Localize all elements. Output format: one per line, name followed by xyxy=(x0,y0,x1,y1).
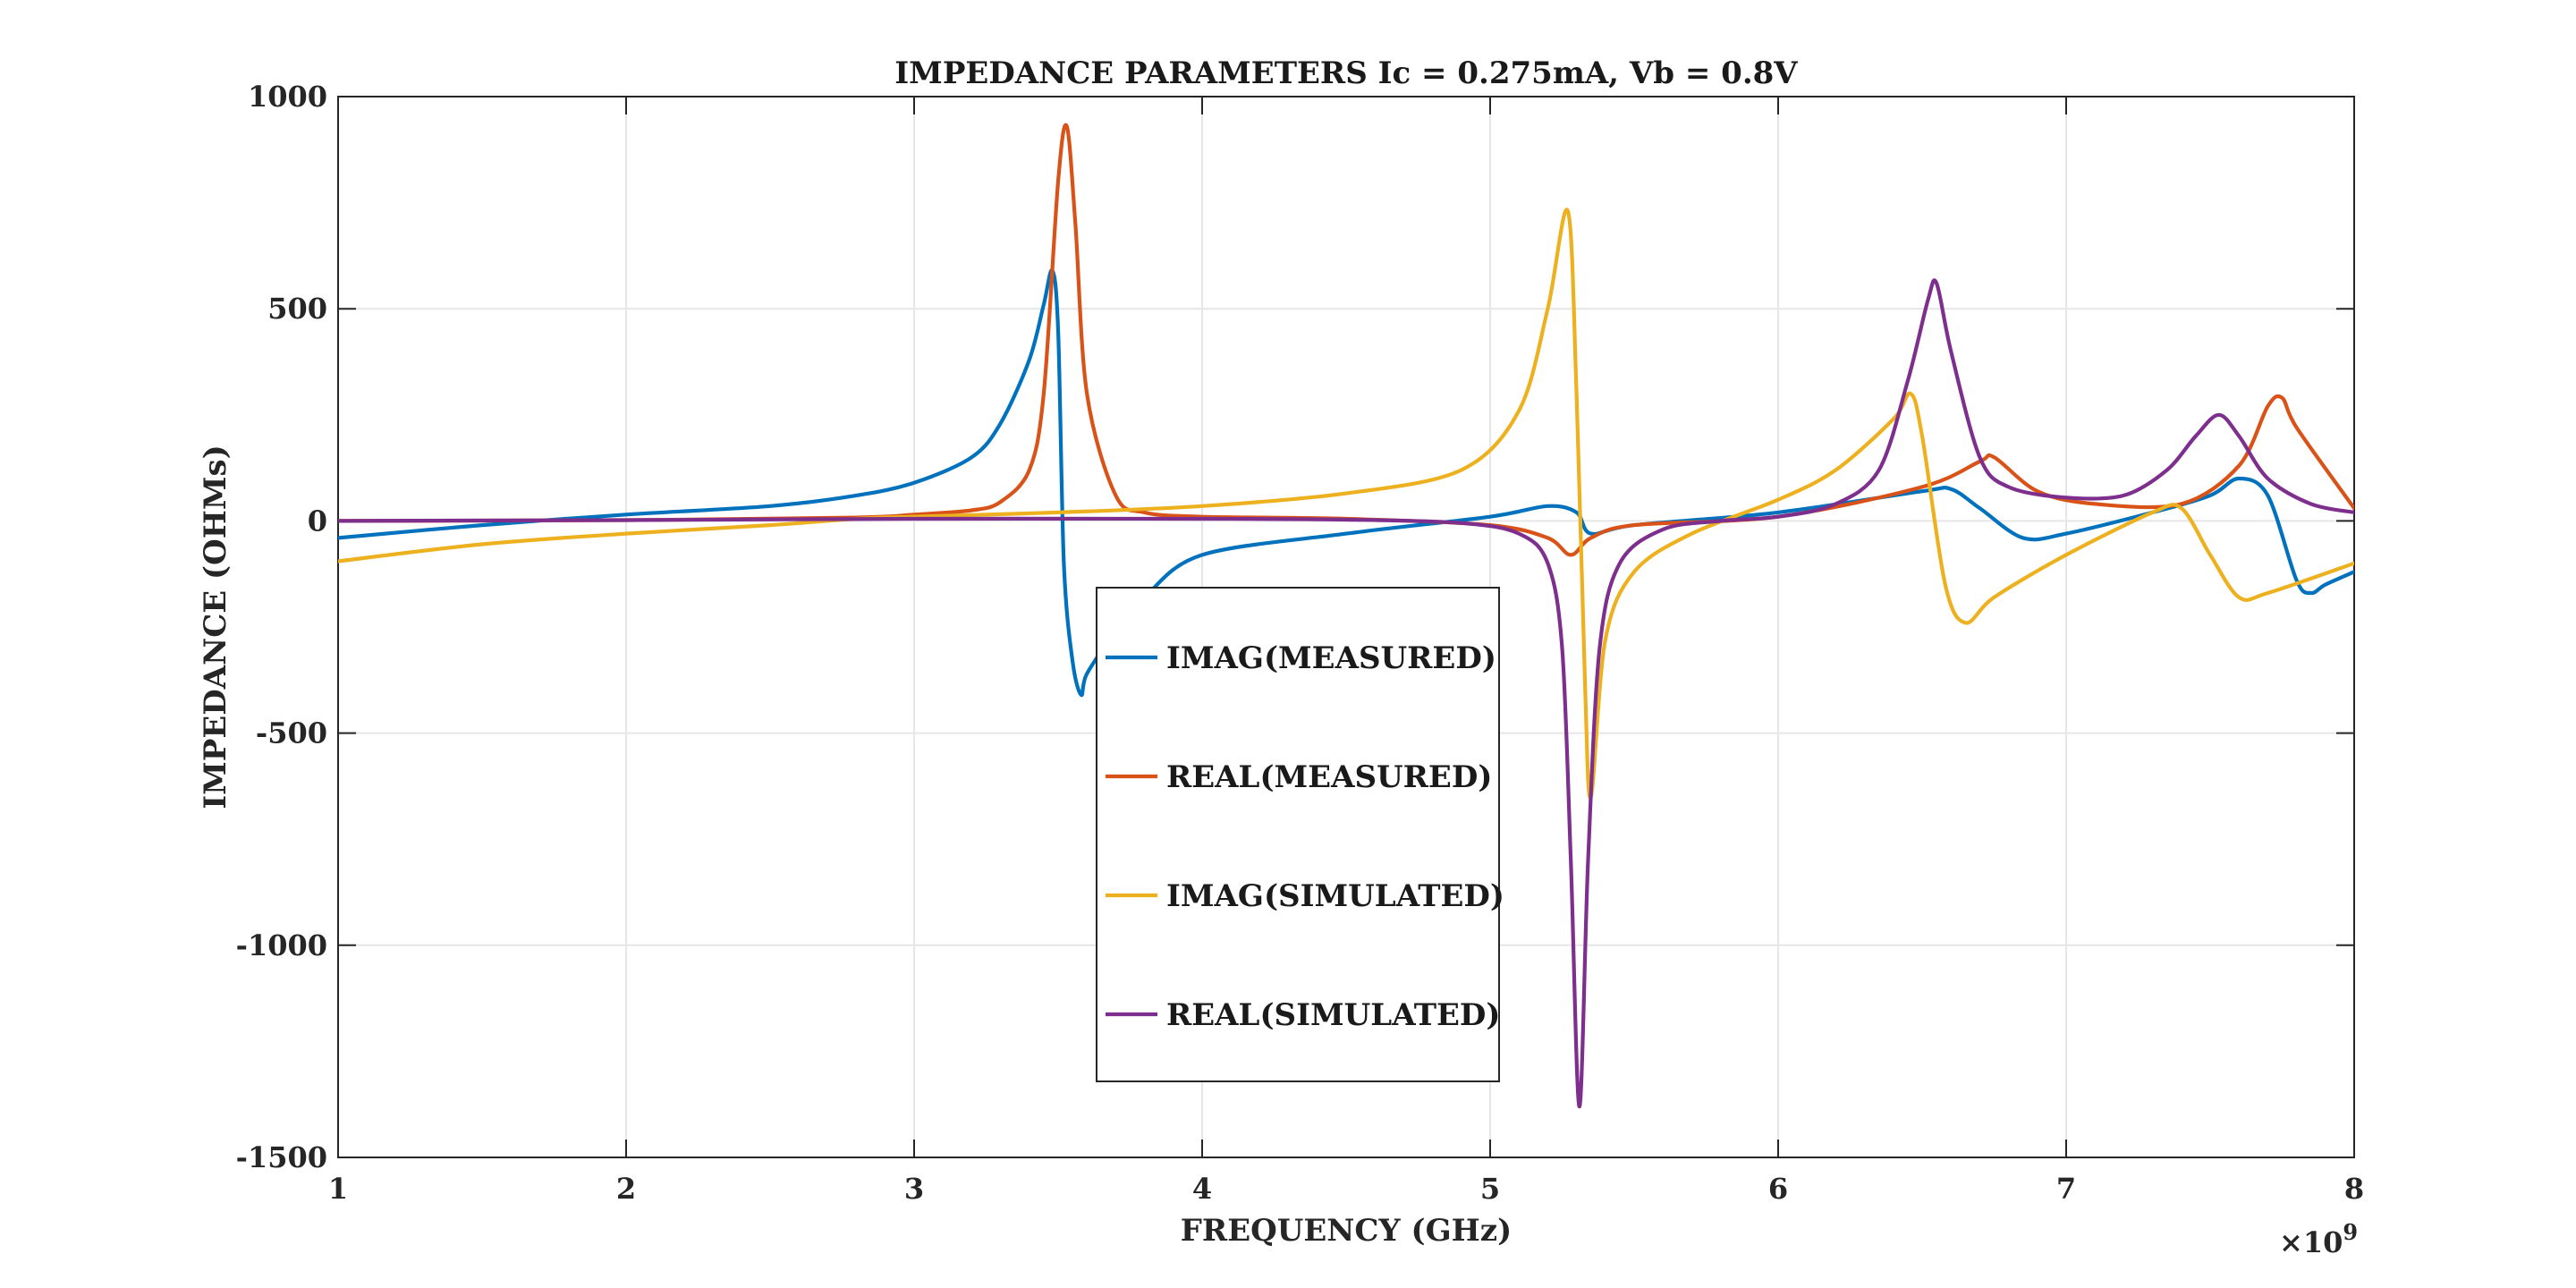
x-axis-label: FREQUENCY (GHz) xyxy=(1181,1213,1512,1249)
y-tick-label: 0 xyxy=(308,504,327,538)
x-axis-exponent-power: 9 xyxy=(2343,1219,2358,1245)
y-tick-label: -500 xyxy=(256,716,327,750)
x-axis-exponent-base: ×10 xyxy=(2279,1225,2343,1259)
chart-title: IMPEDANCE PARAMETERS Ic = 0.275mA, Vb = … xyxy=(894,55,1798,91)
x-tick-label: 3 xyxy=(904,1172,924,1206)
y-tick-label: -1000 xyxy=(236,928,327,962)
y-tick-label: -1500 xyxy=(236,1140,327,1174)
legend: IMAG(MEASURED) REAL(MEASURED) IMAG(SIMULAT… xyxy=(1096,587,1504,1082)
x-tick-label: 7 xyxy=(2056,1172,2076,1206)
legend-label-imag-measured: IMAG(MEASURED) xyxy=(1166,640,1496,676)
series-line-real-simulated xyxy=(338,278,2354,1109)
y-tick-label: 1000 xyxy=(248,80,327,114)
x-tick-label: 8 xyxy=(2344,1172,2364,1206)
series-lines xyxy=(338,123,2354,1109)
legend-label-imag-simulated: IMAG(SIMULATED) xyxy=(1166,878,1504,914)
x-tick-label: 2 xyxy=(616,1172,636,1206)
x-tick-label: 5 xyxy=(1480,1172,1500,1206)
series-line-imag-simulated xyxy=(338,208,2354,800)
axis-ticks: 1 2 3 4 5 6 7 8 -1500 -1000 -500 0 500 1000 xyxy=(236,80,2364,1206)
x-axis-exponent: ×109 xyxy=(2279,1219,2358,1259)
legend-box xyxy=(1096,587,1500,1082)
x-tick-label: 1 xyxy=(328,1172,348,1206)
y-tick-label: 500 xyxy=(267,292,327,326)
x-tick-label: 6 xyxy=(1768,1172,1788,1206)
legend-label-real-simulated: REAL(SIMULATED) xyxy=(1166,997,1501,1033)
x-tick-label: 4 xyxy=(1192,1172,1212,1206)
y-axis-label: IMPEDANCE (OHMs) xyxy=(198,445,233,809)
plot-area-frame xyxy=(337,96,2355,1158)
legend-label-real-measured: REAL(MEASURED) xyxy=(1166,759,1492,795)
